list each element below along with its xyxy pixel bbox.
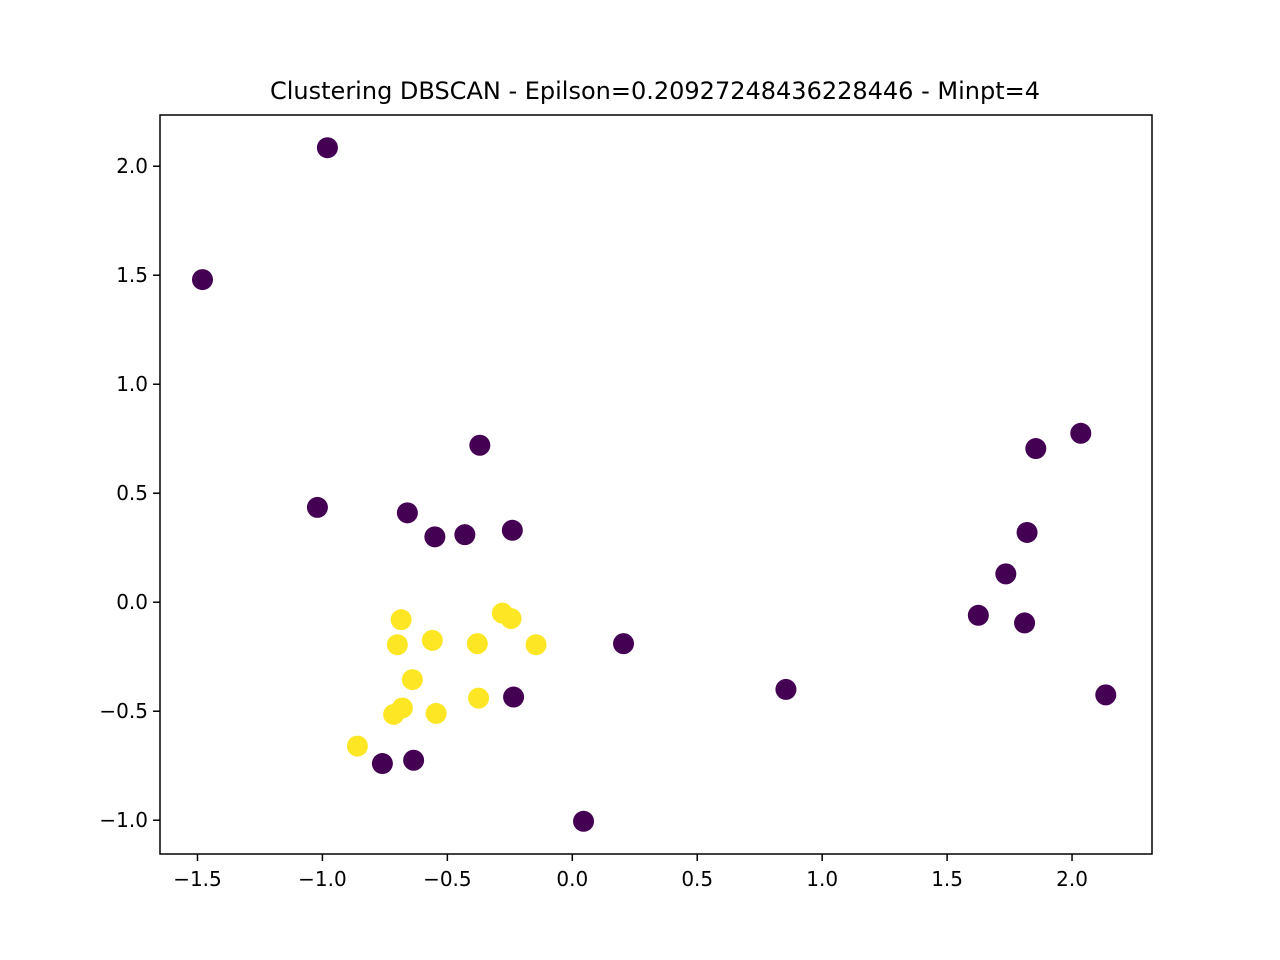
data-point bbox=[371, 753, 393, 775]
data-point bbox=[525, 634, 547, 656]
data-point bbox=[1025, 438, 1047, 460]
x-tick-label: 1.5 bbox=[931, 867, 963, 891]
data-point bbox=[306, 496, 328, 518]
plot-area-frame bbox=[159, 114, 1153, 855]
y-axis: −1.0 −0.5 0.0 0.5 1.0 1.5 2.0 bbox=[99, 154, 160, 832]
data-point bbox=[613, 633, 635, 655]
y-tick-label: 2.0 bbox=[116, 154, 148, 178]
x-tick-label: −1.5 bbox=[173, 867, 222, 891]
data-point bbox=[967, 604, 989, 626]
data-point bbox=[396, 502, 418, 524]
x-axis: −1.5 −1.0 −0.5 0.0 0.5 1.0 1.5 2.0 bbox=[173, 854, 1088, 891]
data-point bbox=[573, 810, 595, 832]
data-point bbox=[316, 137, 338, 159]
x-tick-label: 1.0 bbox=[806, 867, 838, 891]
data-point bbox=[403, 749, 425, 771]
data-point bbox=[1016, 521, 1038, 543]
data-point bbox=[466, 633, 488, 655]
data-point bbox=[501, 519, 523, 541]
y-tick-label: 0.0 bbox=[116, 590, 148, 614]
data-point bbox=[425, 702, 447, 724]
data-point bbox=[424, 526, 446, 548]
x-tick-label: 0.5 bbox=[681, 867, 713, 891]
y-tick-label: 1.5 bbox=[116, 263, 148, 287]
data-point bbox=[500, 608, 522, 630]
points-layer bbox=[191, 137, 1117, 832]
data-point bbox=[383, 703, 405, 725]
data-point bbox=[390, 609, 412, 631]
data-point bbox=[1014, 612, 1036, 634]
data-point bbox=[454, 524, 476, 546]
x-tick-label: −0.5 bbox=[423, 867, 472, 891]
data-point bbox=[468, 687, 490, 709]
data-point bbox=[421, 629, 443, 651]
data-point bbox=[775, 678, 797, 700]
chart-title: Clustering DBSCAN - Epilson=0.2092724843… bbox=[270, 77, 1040, 105]
x-tick-label: −1.0 bbox=[298, 867, 347, 891]
data-point bbox=[1095, 684, 1117, 706]
data-point bbox=[469, 434, 491, 456]
x-tick-label: 0.0 bbox=[556, 867, 588, 891]
y-tick-label: −1.0 bbox=[99, 808, 148, 832]
data-point bbox=[401, 669, 423, 691]
x-tick-label: 2.0 bbox=[1056, 867, 1088, 891]
data-point bbox=[995, 563, 1017, 585]
data-point bbox=[503, 686, 525, 708]
y-tick-label: −0.5 bbox=[99, 699, 148, 723]
data-point bbox=[191, 269, 213, 291]
data-point bbox=[1070, 422, 1092, 444]
data-point bbox=[386, 634, 408, 656]
y-tick-label: 0.5 bbox=[116, 481, 148, 505]
data-point bbox=[346, 735, 368, 757]
y-tick-label: 1.0 bbox=[116, 372, 148, 396]
